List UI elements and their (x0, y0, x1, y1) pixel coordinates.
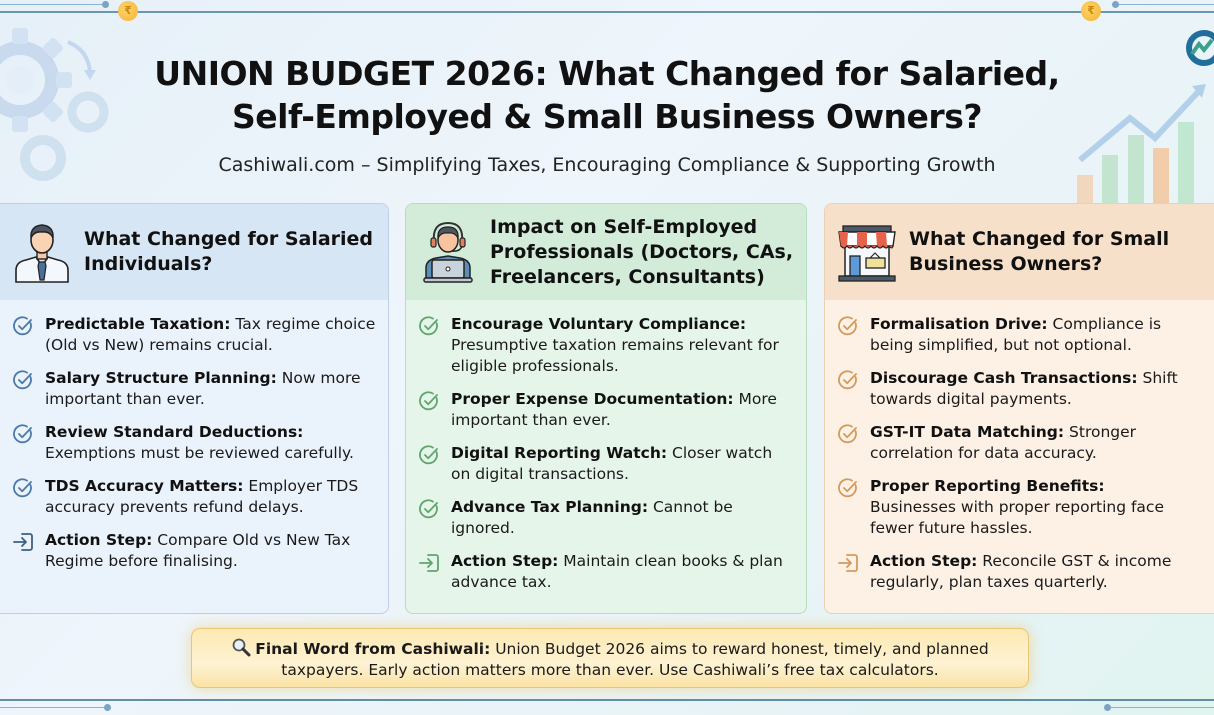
list-item: Predictable Taxation: Tax regime choice … (12, 314, 378, 356)
check-circle-icon (837, 315, 859, 337)
list-item: GST-IT Data Matching: Stronger correlati… (837, 422, 1214, 464)
rupee-coin-icon: ₹ (1081, 1, 1101, 21)
salaried-item-list: Predictable Taxation: Tax regime choice … (0, 300, 388, 572)
self-employed-card: Impact on Self-Employed Professionals (D… (405, 203, 807, 614)
self-employed-card-header: Impact on Self-Employed Professionals (D… (406, 204, 806, 300)
self-employed-item-list: Encourage Voluntary Compliance: Presumpt… (406, 300, 806, 593)
title-line-2: Self-Employed & Small Business Owners? (232, 97, 983, 136)
growth-chart-icon (1077, 84, 1206, 203)
top-decor-dot-right (1112, 1, 1119, 8)
check-circle-icon (837, 477, 859, 499)
list-item: Formalisation Drive: Compliance is being… (837, 314, 1214, 356)
professional-laptop-icon (423, 221, 473, 283)
list-item: Review Standard Deductions: Exemptions m… (12, 422, 378, 464)
gears-icon (0, 28, 109, 181)
list-item: TDS Accuracy Matters: Employer TDS accur… (12, 476, 378, 518)
bottom-decor-line-left (0, 707, 107, 708)
bottom-divider (0, 699, 1214, 701)
small-business-card-header: What Changed for Small Business Owners? (825, 204, 1214, 300)
salaried-person-icon (15, 224, 69, 283)
shop-storefront-icon (838, 225, 896, 282)
check-circle-icon (12, 315, 34, 337)
magnifier-icon (232, 638, 251, 657)
salaried-card: What Changed for Salaried Individuals? P… (0, 203, 389, 614)
action-arrow-icon (12, 531, 34, 553)
top-decor-line-left (0, 4, 105, 5)
page-subtitle: Cashiwali.com – Simplifying Taxes, Encou… (218, 154, 996, 176)
check-circle-icon (837, 369, 859, 391)
list-item: Advance Tax Planning: Cannot be ignored. (418, 497, 796, 539)
action-step-item: Action Step: Compare Old vs New Tax Regi… (12, 530, 378, 572)
top-divider (0, 11, 1214, 13)
title-line-1: UNION BUDGET 2026: What Changed for Sala… (154, 54, 1060, 93)
check-circle-icon (12, 477, 34, 499)
final-word-banner: Final Word from Cashiwali: Union Budget … (191, 628, 1029, 688)
list-item: Salary Structure Planning: Now more impo… (12, 368, 378, 410)
list-item: Proper Reporting Benefits: Businesses wi… (837, 476, 1214, 539)
bottom-decor-dot-right (1104, 704, 1111, 711)
check-circle-icon (418, 315, 440, 337)
action-arrow-icon (837, 552, 859, 574)
check-circle-icon (418, 498, 440, 520)
rupee-coin-icon: ₹ (118, 1, 138, 21)
salaried-card-header: What Changed for Salaried Individuals? (0, 204, 388, 300)
bottom-decor-line-right (1107, 707, 1214, 708)
small-business-card: What Changed for Small Business Owners? … (824, 203, 1214, 614)
list-item: Discourage Cash Transactions: Shift towa… (837, 368, 1214, 410)
cashiwali-logo-icon (1186, 30, 1214, 66)
action-step-item: Action Step: Maintain clean books & plan… (418, 551, 796, 593)
page-title: UNION BUDGET 2026: What Changed for Sala… (0, 52, 1214, 138)
top-decor-dot-left (102, 1, 109, 8)
self-employed-card-title: Impact on Self-Employed Professionals (D… (490, 215, 794, 288)
final-word-label: Final Word from Cashiwali: (255, 640, 491, 658)
small-business-card-title: What Changed for Small Business Owners? (909, 228, 1170, 275)
check-circle-icon (837, 423, 859, 445)
check-circle-icon (12, 369, 34, 391)
action-arrow-icon (418, 552, 440, 574)
salaried-card-title: What Changed for Salaried Individuals? (84, 228, 374, 275)
small-business-item-list: Formalisation Drive: Compliance is being… (825, 300, 1214, 593)
action-step-item: Action Step: Reconcile GST & income regu… (837, 551, 1214, 593)
top-decor-line-right (1112, 4, 1214, 5)
check-circle-icon (418, 390, 440, 412)
list-item: Proper Expense Documentation: More impor… (418, 389, 796, 431)
list-item: Digital Reporting Watch: Closer watch on… (418, 443, 796, 485)
bottom-decor-dot-left (104, 704, 111, 711)
list-item: Encourage Voluntary Compliance: Presumpt… (418, 314, 796, 377)
check-circle-icon (418, 444, 440, 466)
check-circle-icon (12, 423, 34, 445)
